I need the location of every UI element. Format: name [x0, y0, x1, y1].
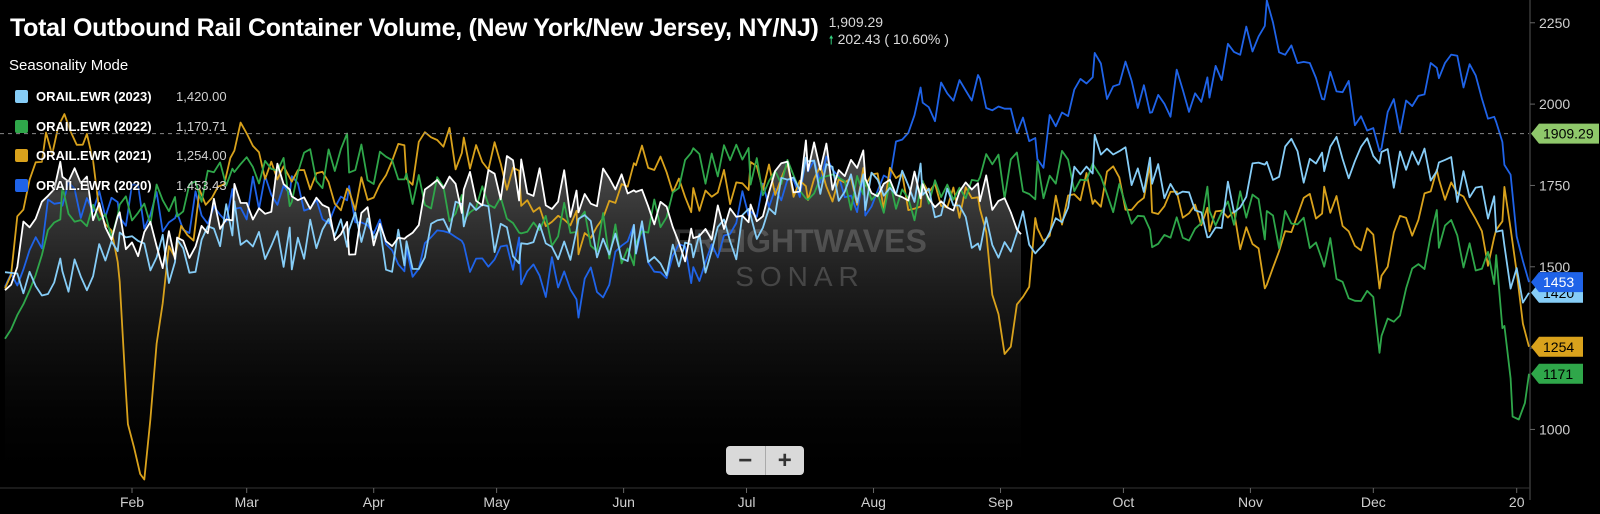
- up-arrow-icon: 🠕: [828, 33, 834, 47]
- change-value: 202.43 ( 10.60% ): [837, 31, 949, 47]
- legend-item-2023[interactable]: ORAIL.EWR (2023) 1,420.00: [15, 82, 227, 112]
- quote: 1,909.29 🠕 202.43 ( 10.60% ): [829, 14, 949, 49]
- x-tick-label: Jun: [612, 494, 635, 510]
- zoom-controls: − +: [726, 446, 804, 475]
- tag-2020: 1453: [1531, 272, 1583, 293]
- x-tick-label: 20: [1509, 494, 1525, 510]
- tag-2022: 1171: [1531, 363, 1583, 384]
- y-tick-label: 2000: [1539, 96, 1570, 112]
- legend-swatch: [15, 178, 28, 192]
- legend-swatch: [15, 119, 28, 133]
- legend-series-name: ORAIL.EWR (2021): [36, 148, 152, 164]
- reference-value-tag: 1909.29: [1531, 123, 1599, 144]
- tag-2022-bg: [1531, 363, 1583, 384]
- legend-swatch: [15, 90, 28, 104]
- x-tick-label: Jul: [738, 494, 756, 510]
- legend-series-value: 1,170.71: [176, 118, 227, 134]
- chart-title: Total Outbound Rail Container Volume, (N…: [10, 14, 819, 42]
- y-tick-label: 1000: [1539, 421, 1570, 437]
- seasonality-mode-label: Seasonality Mode: [9, 57, 129, 74]
- x-tick-label: Nov: [1238, 494, 1263, 510]
- x-tick-label: Feb: [120, 494, 144, 510]
- tag-2021-text: 1254: [1543, 339, 1574, 355]
- x-tick-label: Oct: [1113, 494, 1135, 510]
- legend-series-name: ORAIL.EWR (2023): [36, 89, 152, 105]
- last-value: 1,909.29: [828, 14, 884, 30]
- tag-2021: 1254: [1531, 336, 1583, 357]
- series-line-orail-ewr-2022-: [4, 132, 1530, 421]
- legend-series-value: 1,453.43: [176, 177, 227, 193]
- legend-series-value: 1,254.00: [176, 148, 227, 164]
- series-line-orail-ewr-2021-: [4, 113, 1530, 481]
- legend-item-2022[interactable]: ORAIL.EWR (2022) 1,170.71: [15, 112, 227, 142]
- x-tick-label: May: [483, 494, 509, 510]
- x-tick-label: Mar: [235, 494, 259, 510]
- x-tick-label: Apr: [363, 494, 385, 510]
- legend: ORAIL.EWR (2023) 1,420.00 ORAIL.EWR (202…: [15, 82, 227, 200]
- zoom-out-button[interactable]: −: [726, 446, 766, 475]
- x-tick-label: Sep: [988, 494, 1013, 510]
- current-series-area: [5, 140, 1021, 488]
- tag-2021-bg: [1531, 336, 1583, 357]
- legend-swatch: [15, 149, 28, 163]
- series-line-orail-ewr-2023-: [4, 133, 1530, 304]
- zoom-in-button[interactable]: +: [777, 446, 792, 474]
- svg-text:SONAR: SONAR: [735, 261, 865, 292]
- title-block: Total Outbound Rail Container Volume, (N…: [10, 14, 949, 49]
- y-tick-label: 1750: [1539, 177, 1570, 193]
- reference-value-tag-bg: [1531, 123, 1599, 144]
- reference-value-tag-text: 1909.29: [1543, 126, 1594, 142]
- series-line-orail-ewr-2020-: [4, 0, 1530, 319]
- y-tick-label: 1500: [1539, 259, 1570, 275]
- tag-2020-text: 1453: [1543, 274, 1574, 290]
- y-tick-label: 2250: [1539, 15, 1570, 31]
- tag-2020-bg: [1531, 272, 1583, 293]
- legend-series-name: ORAIL.EWR (2020): [36, 177, 152, 193]
- legend-series-name: ORAIL.EWR (2022): [36, 118, 152, 134]
- legend-item-2021[interactable]: ORAIL.EWR (2021) 1,254.00: [15, 141, 227, 171]
- x-tick-label: Dec: [1361, 494, 1386, 510]
- x-tick-label: Aug: [861, 494, 886, 510]
- series-line-current: [4, 139, 1022, 291]
- tag-2022-text: 1171: [1543, 366, 1573, 382]
- legend-series-value: 1,420.00: [176, 89, 227, 105]
- legend-item-2020[interactable]: ORAIL.EWR (2020) 1,453.43: [15, 171, 227, 201]
